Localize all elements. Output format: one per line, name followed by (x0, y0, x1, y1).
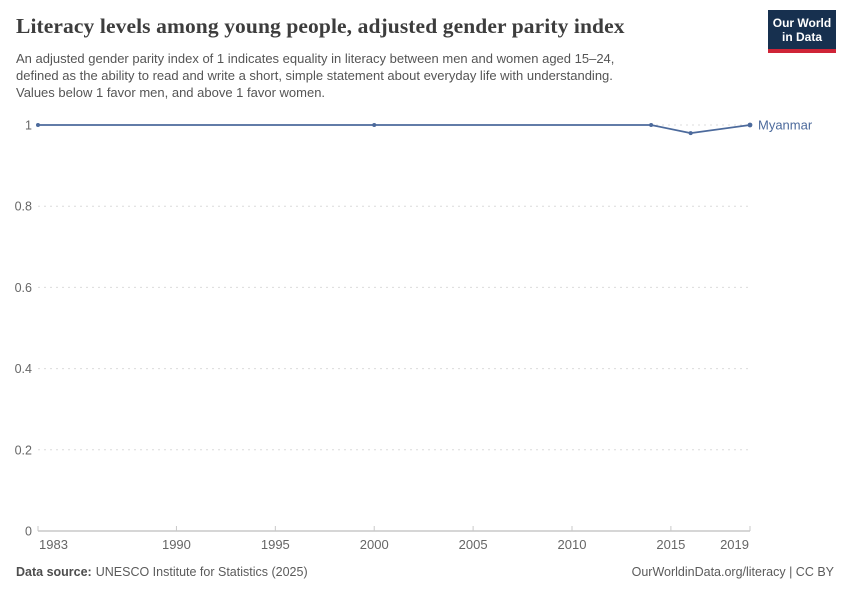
owid-logo[interactable]: Our World in Data (768, 10, 836, 53)
page-title: Literacy levels among young people, adju… (16, 14, 625, 38)
footer-link[interactable]: OurWorldinData.org/literacy | CC BY (631, 565, 834, 579)
data-point[interactable] (688, 131, 693, 136)
y-tick-label: 0.8 (15, 200, 32, 214)
x-tick-label: 1983 (39, 537, 68, 552)
line-chart: 0 0.2 0.4 0.6 0.8 1 1983 1990 1995 2000 2005 2010 20… (15, 118, 813, 553)
y-tick-label: 0.4 (15, 362, 32, 376)
x-tick-label: 2005 (459, 537, 488, 552)
owid-logo-line1: Our World (772, 16, 832, 30)
chart-footer: Data source: UNESCO Institute for Statist… (16, 565, 834, 579)
series-line[interactable] (38, 124, 751, 134)
owid-logo-box: Our World in Data (768, 10, 836, 49)
data-point[interactable] (36, 123, 40, 127)
x-tick-label: 1995 (261, 537, 290, 552)
y-tick-label: 0 (25, 525, 32, 539)
chart-subtitle: An adjusted gender parity index of 1 ind… (16, 51, 615, 100)
y-tick-label: 0.2 (15, 443, 32, 457)
owid-logo-red-bar (768, 49, 836, 53)
x-tick-label: 2010 (558, 537, 587, 552)
data-point[interactable] (747, 122, 753, 128)
x-tick-label: 1990 (162, 537, 191, 552)
data-source: Data source: UNESCO Institute for Statist… (16, 565, 308, 579)
owid-logo-line2: in Data (781, 30, 822, 44)
data-source-value: UNESCO Institute for Statistics (2025) (95, 565, 308, 579)
data-source-label: Data source: (16, 565, 92, 579)
data-point[interactable] (649, 123, 654, 127)
y-tick-label: 1 (25, 119, 32, 133)
x-tick-label: 2015 (656, 537, 685, 552)
y-tick-label: 0.6 (15, 281, 32, 295)
x-tick-label: 2000 (360, 537, 389, 552)
data-point[interactable] (372, 123, 377, 127)
series-label[interactable]: Myanmar (758, 118, 813, 133)
x-tick-label: 2019 (720, 537, 749, 552)
